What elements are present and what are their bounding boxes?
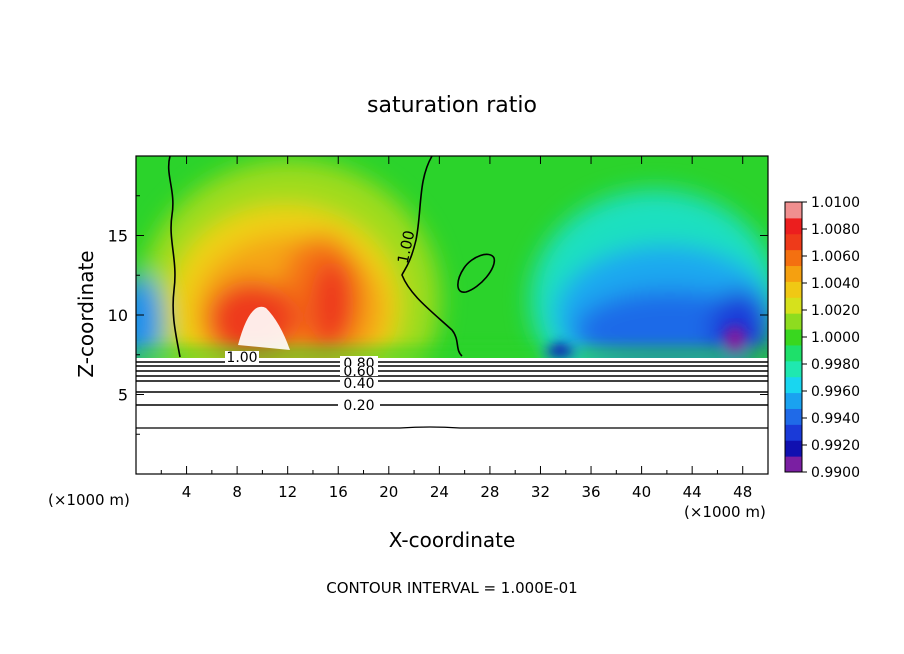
colorbar-swatch [785, 281, 802, 298]
x-tick-label: 16 [329, 483, 348, 501]
colorbar-swatch [785, 424, 802, 441]
x-tick-label: 40 [632, 483, 651, 501]
x-unit-label-left: (×1000 m) [48, 491, 130, 509]
lower-layer [136, 358, 768, 474]
colorbar-swatch [785, 344, 802, 362]
colorbar-label: 0.9960 [811, 384, 860, 400]
contour-label-bg-2 [340, 356, 378, 368]
x-tick-label: 28 [480, 483, 499, 501]
colorbar: 1.0100 1.0080 1.0060 1.0040 1.0020 1.0000 0.99… [784, 195, 860, 481]
colorbar-swatch [785, 217, 802, 235]
colorbar-label: 0.9920 [811, 438, 860, 454]
white-region-left [238, 306, 290, 350]
x-tick-label: 32 [531, 483, 550, 501]
chart-title: saturation ratio [367, 93, 537, 118]
colorbar-swatch [785, 202, 802, 219]
y-tick-label: 15 [108, 227, 128, 246]
colorbar-label: 0.9900 [811, 465, 860, 481]
shade-purple-bump [723, 326, 747, 354]
y-axis-title: Z-coordinate [74, 250, 98, 377]
x-tick-label: 36 [581, 483, 600, 501]
colorbar-swatch [785, 313, 802, 330]
colorbar-swatch [785, 456, 802, 473]
y-tick-label: 5 [118, 386, 128, 405]
x-tick-label: 44 [683, 483, 702, 501]
contour-label-bg-3 [340, 366, 378, 376]
contour-level-h [136, 426, 768, 429]
x-unit-label-right: (×1000 m) [684, 503, 766, 521]
x-axis: 4 8 12 16 20 24 28 32 36 40 44 48 [160, 156, 752, 501]
x-tick-label: 12 [278, 483, 297, 501]
colorbar-swatch [785, 376, 802, 394]
shade-dark-blue-bump [544, 344, 576, 360]
x-tick-label: 48 [733, 483, 752, 501]
x-tick-label: 4 [182, 483, 192, 501]
colorbar-swatch [785, 440, 802, 457]
y-axis: 5 10 15 [108, 195, 768, 435]
colorbar-swatch [785, 392, 802, 409]
contour-label-1.00-base: 1.00 [226, 350, 257, 366]
contour-label-0.40: 0.40 [343, 376, 374, 392]
colorbar-label: 0.9940 [811, 411, 860, 427]
contour-lines [136, 155, 768, 429]
contour-1.00-left [167, 155, 181, 358]
colorbar-label: 1.0100 [811, 195, 860, 211]
contour-interval-note: CONTOUR INTERVAL = 1.000E-01 [326, 579, 577, 597]
x-tick-label: 24 [430, 483, 449, 501]
colorbar-swatch [785, 249, 802, 267]
plot-area [136, 156, 768, 474]
colorbar-label: 1.0040 [811, 276, 860, 292]
contour-label-0.20: 0.20 [343, 398, 374, 414]
colorbar-swatch [785, 265, 802, 282]
y-tick-label: 10 [108, 306, 128, 325]
contour-label-bg-5 [338, 398, 380, 411]
contour-1.00-center [401, 155, 463, 357]
contour-label-bg-1 [225, 351, 259, 363]
x-axis-title: X-coordinate [389, 528, 516, 552]
colorbar-label: 1.0000 [811, 330, 860, 346]
shade-red-mid [310, 260, 354, 350]
contour-1.00-island [457, 253, 496, 293]
x-tick-label: 20 [379, 483, 398, 501]
colorbar-swatch [785, 297, 802, 314]
colorbar-swatch [785, 233, 802, 251]
colorbar-label: 1.0020 [811, 303, 860, 319]
shade-left-blue [136, 275, 162, 365]
contour-labels: 1.00 1.00 0.80 0.60 0.40 0.20 [225, 229, 418, 414]
colorbar-label: 0.9980 [811, 357, 860, 373]
colorbar-label: 1.0060 [811, 249, 860, 265]
x-tick-label: 8 [232, 483, 242, 501]
colorbar-swatch [785, 360, 802, 378]
colorbar-label: 1.0080 [811, 222, 860, 238]
colorbar-swatch [785, 329, 802, 346]
colorbar-swatch [785, 408, 802, 425]
contour-label-0.60: 0.60 [343, 364, 374, 380]
contour-label-bg-4 [340, 377, 378, 388]
